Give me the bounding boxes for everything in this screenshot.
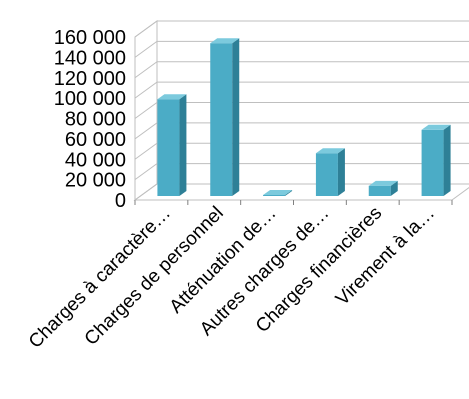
gridline [134, 81, 469, 99]
bar-side [443, 124, 451, 196]
bar-side [337, 148, 345, 196]
y-tick-label: 20 000 [65, 170, 126, 192]
bar-top [210, 38, 240, 44]
gridline [134, 142, 469, 160]
x-axis-category-labels: Charges à caractère…Charges de personnel… [25, 203, 439, 353]
bar [421, 124, 451, 196]
bar-front [263, 194, 286, 196]
y-tick-label: 140 000 [54, 47, 126, 69]
bar-top [157, 94, 187, 100]
y-tick-label: 160 000 [54, 27, 126, 49]
bar-top [315, 148, 345, 154]
bar-side [390, 180, 398, 196]
bar [315, 148, 345, 196]
gridline [134, 40, 469, 58]
bar-front [421, 129, 444, 196]
y-tick-label: 120 000 [54, 68, 126, 90]
bar [368, 180, 398, 196]
x-category-label: Virement à la… [332, 203, 439, 310]
gridline [134, 20, 469, 38]
bar [263, 189, 293, 196]
bar-top [368, 180, 398, 186]
bar [157, 94, 187, 196]
gridline [134, 122, 469, 140]
y-tick-label: 0 [115, 190, 126, 212]
bar-top [421, 124, 451, 130]
y-tick-label: 100 000 [54, 88, 126, 110]
y-tick-label: 60 000 [65, 129, 126, 151]
bar-front [315, 153, 338, 196]
bar-front [368, 185, 391, 196]
bar-side [232, 38, 240, 196]
gridline [134, 102, 469, 119]
bar-side [285, 189, 293, 196]
gridline [134, 61, 469, 79]
gridline [134, 163, 469, 181]
bar-front [157, 99, 180, 196]
gridline [134, 183, 469, 201]
bar-side [179, 94, 187, 196]
bar [210, 38, 240, 196]
y-tick-label: 80 000 [65, 109, 126, 131]
y-tick-label: 40 000 [65, 149, 126, 171]
bar-top [263, 189, 293, 195]
bar-front [210, 43, 233, 196]
bars [157, 38, 451, 196]
gridlines [134, 20, 469, 201]
